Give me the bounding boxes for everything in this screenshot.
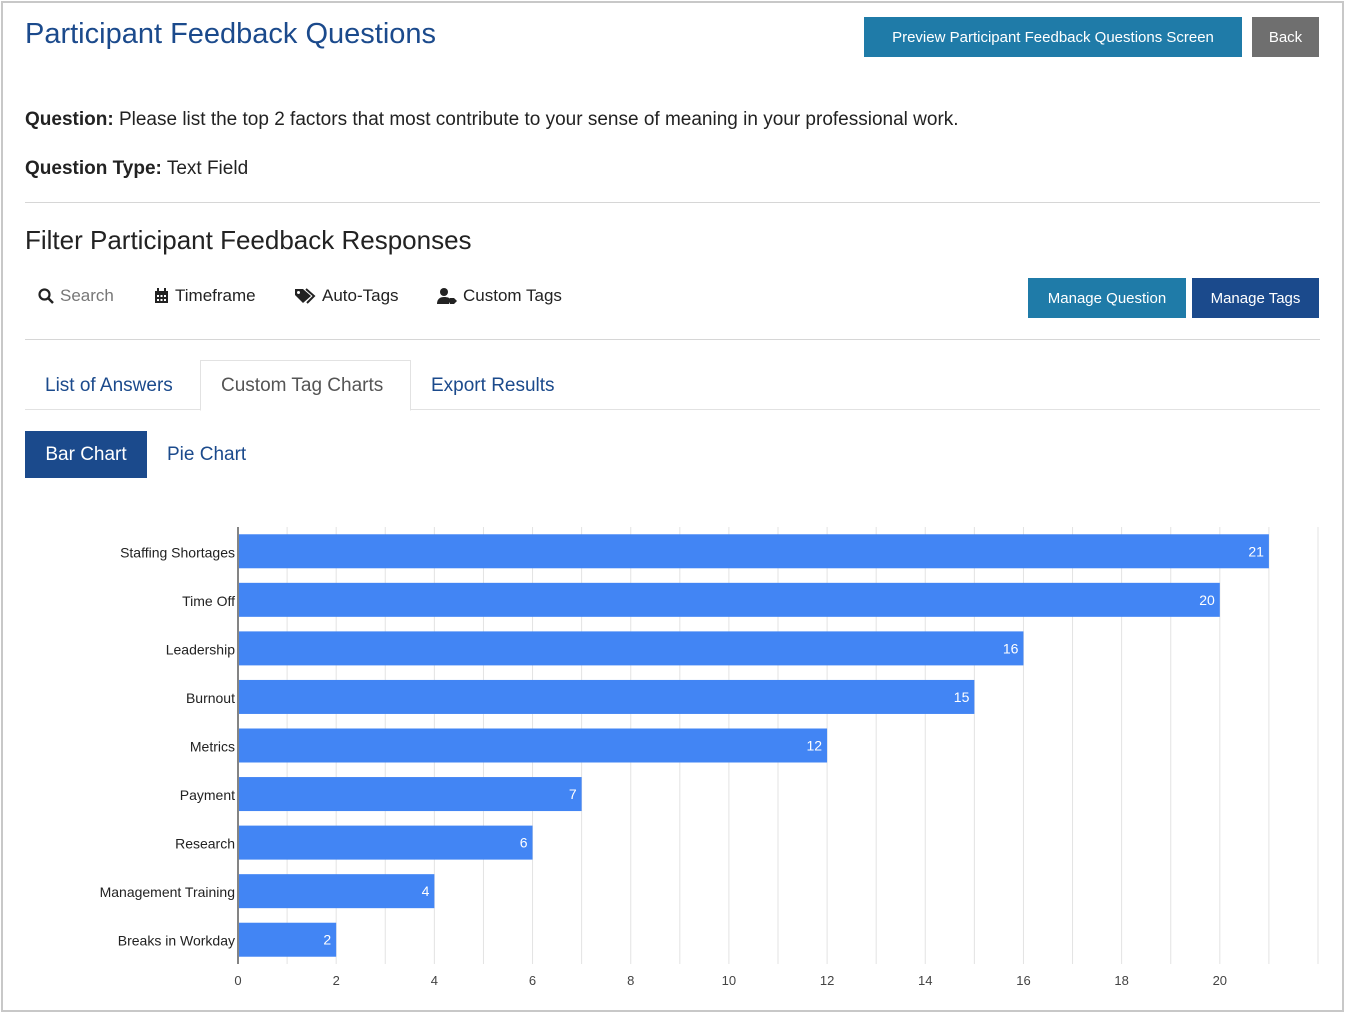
bar (239, 777, 582, 812)
x-tick-label: 12 (820, 973, 834, 988)
bar (239, 922, 337, 957)
custom-tags-label: Custom Tags (463, 286, 562, 305)
results-tabs: List of Answers Custom Tag Charts Export… (25, 360, 1320, 411)
category-label: Metrics (190, 739, 235, 755)
tab-list-of-answers[interactable]: List of Answers (45, 374, 173, 396)
filter-heading: Filter Participant Feedback Responses (25, 225, 472, 255)
pie-chart-tab[interactable]: Pie Chart (167, 443, 247, 465)
search-input[interactable]: Search (38, 286, 114, 306)
x-tick-label: 2 (333, 973, 340, 988)
search-icon (38, 288, 54, 304)
question-label: Question: (25, 109, 114, 130)
back-button[interactable]: Back (1252, 17, 1319, 57)
x-tick-label: 20 (1213, 973, 1227, 988)
category-label: Time Off (182, 593, 235, 609)
manage-tags-button[interactable]: Manage Tags (1192, 278, 1319, 318)
category-label: Management Training (100, 884, 235, 900)
x-tick-label: 6 (529, 973, 536, 988)
category-label: Research (175, 836, 235, 852)
timeframe-filter[interactable]: Timeframe (154, 286, 256, 306)
data-label: 2 (323, 932, 331, 948)
auto-tags-label: Auto-Tags (322, 286, 399, 305)
question-text: Please list the top 2 factors that most … (118, 109, 959, 130)
bar (239, 728, 828, 763)
x-tick-label: 8 (627, 973, 634, 988)
x-tick-label: 4 (431, 973, 438, 988)
data-label: 21 (1248, 543, 1264, 559)
data-label: 12 (807, 738, 823, 754)
page-title: Participant Feedback Questions (25, 18, 437, 50)
bar (239, 825, 533, 860)
bar (239, 631, 1024, 666)
question-type-line: Question Type: Text Field (25, 158, 248, 180)
tab-custom-tag-charts[interactable]: Custom Tag Charts (200, 360, 411, 411)
category-label: Burnout (186, 690, 235, 706)
preview-screen-button[interactable]: Preview Participant Feedback Questions S… (864, 17, 1242, 57)
x-tick-label: 10 (722, 973, 736, 988)
manage-question-button[interactable]: Manage Question (1028, 278, 1186, 318)
data-label: 15 (954, 689, 970, 705)
category-label: Payment (180, 787, 235, 803)
bar (239, 534, 1269, 569)
timeframe-label: Timeframe (175, 286, 256, 305)
data-label: 16 (1003, 640, 1019, 656)
data-label: 20 (1199, 592, 1215, 608)
bar (239, 679, 975, 714)
auto-tags-filter[interactable]: Auto-Tags (294, 286, 399, 306)
category-label: Staffing Shortages (120, 544, 235, 560)
bar (239, 582, 1220, 617)
question-line: Question: Please list the top 2 factors … (25, 109, 959, 131)
user-tag-icon (437, 288, 457, 304)
data-label: 4 (422, 883, 430, 899)
x-tick-label: 0 (234, 973, 241, 988)
data-label: 6 (520, 835, 528, 851)
divider (25, 202, 1320, 203)
calendar-icon (155, 288, 168, 303)
data-label: 7 (569, 786, 577, 802)
question-type-label: Question Type: (25, 158, 162, 179)
divider (25, 339, 1320, 340)
category-label: Breaks in Workday (118, 933, 235, 949)
x-tick-label: 18 (1114, 973, 1128, 988)
x-tick-label: 14 (918, 973, 932, 988)
custom-tags-filter[interactable]: Custom Tags (437, 286, 562, 306)
bar (239, 874, 435, 909)
tab-export-results[interactable]: Export Results (431, 374, 555, 396)
category-label: Leadership (166, 641, 235, 657)
x-tick-label: 16 (1016, 973, 1030, 988)
tags-icon (295, 288, 316, 304)
question-type-value: Text Field (166, 158, 249, 179)
bar-chart-tab[interactable]: Bar Chart (25, 431, 147, 478)
search-placeholder: Search (60, 286, 114, 305)
